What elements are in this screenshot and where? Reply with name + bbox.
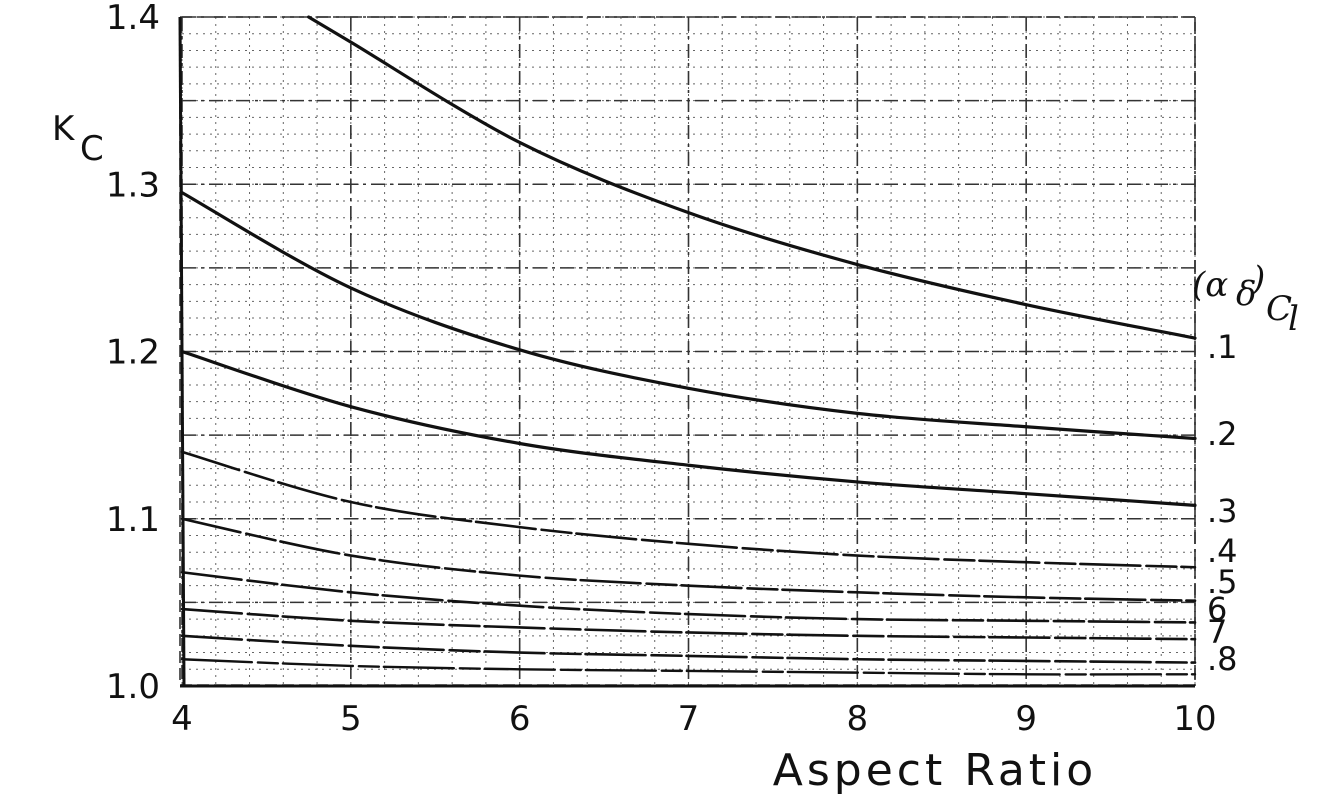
- legend-title-sub2: C: [1266, 289, 1292, 329]
- series-label-6: 6: [1207, 590, 1227, 628]
- y-axis-title-main: K: [52, 109, 76, 149]
- series-line-8: [180, 634, 1197, 664]
- y-tick-label: 1.1: [106, 500, 160, 540]
- series-label-3: .3: [1207, 492, 1238, 530]
- series-label-5: .5: [1207, 563, 1238, 601]
- series-line-1: [307, 15, 1197, 340]
- x-axis-title: Aspect Ratio: [773, 745, 1097, 796]
- y-axis-title-sub: C: [80, 129, 104, 169]
- x-tick-label: 10: [1173, 699, 1216, 739]
- series-label-8: .8: [1207, 640, 1238, 678]
- series-line-extra-1: [180, 658, 1197, 676]
- series-line-6: [180, 570, 1197, 624]
- x-tick-label: 7: [678, 699, 700, 739]
- series-label-1: .1: [1207, 328, 1238, 366]
- series-line-4: [180, 450, 1197, 569]
- series-line-7: [180, 607, 1197, 641]
- plot-frame-top-right: [179, 16, 1196, 686]
- series-label-7: 7: [1207, 613, 1227, 651]
- x-tick-label: 8: [847, 699, 869, 739]
- x-tick-label: 6: [509, 699, 531, 739]
- legend-title-close: ): [1251, 259, 1265, 299]
- series-label-4: .4: [1207, 532, 1238, 570]
- x-tick-label: 4: [171, 699, 193, 739]
- series-line-3: [180, 349, 1197, 507]
- x-tick-label: 9: [1015, 699, 1037, 739]
- y-tick-label: 1.4: [106, 0, 160, 38]
- y-tick-label: 1.3: [106, 165, 160, 205]
- y-axis-title: K C: [52, 109, 104, 169]
- x-tick-labels: 4 5 6 7 8 9 10: [171, 699, 1216, 739]
- y-tick-labels: 1.0 1.1 1.2 1.3 1.4: [106, 0, 160, 707]
- legend-title-sub1: δ: [1236, 274, 1256, 314]
- series-line-2: [180, 191, 1197, 441]
- y-tick-label: 1.2: [106, 333, 160, 373]
- series-label-2: .2: [1207, 415, 1238, 453]
- legend-title-sub3: l: [1288, 299, 1299, 339]
- y-tick-label: 1.0: [106, 667, 160, 707]
- x-tick-label: 5: [340, 699, 362, 739]
- series-curves: [180, 15, 1197, 676]
- legend-title-main: (α: [1192, 265, 1228, 305]
- series-labels: .1 .2 .3.4.567.8: [1207, 328, 1238, 678]
- legend-title: (α δ ) C l: [1192, 259, 1299, 339]
- series-line-5: [180, 517, 1197, 603]
